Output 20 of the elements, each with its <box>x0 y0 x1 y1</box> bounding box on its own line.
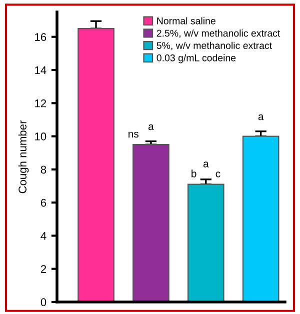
annotation: ns <box>128 132 138 138</box>
legend-label: Normal saline <box>157 17 216 24</box>
y-tick-label: 2 <box>40 265 46 273</box>
annotation: c <box>216 172 220 178</box>
y-axis-title: Cough number <box>18 120 29 194</box>
annotation: a <box>203 162 209 168</box>
annotation: a <box>148 124 154 130</box>
annotation: a <box>258 114 264 120</box>
legend-label: 2.5%, w/v methanolic extract <box>156 30 280 38</box>
annotation: b <box>192 170 196 178</box>
y-tick-label: 16 <box>35 33 46 41</box>
legend-label: 0.03 g/mL codeine <box>156 54 236 64</box>
y-tick-label: 10 <box>35 132 46 140</box>
y-tick-label: 14 <box>35 66 46 74</box>
y-tick-label: 12 <box>35 99 46 108</box>
legend-label: 5%, w/v methanolic extract <box>156 42 272 50</box>
y-tick-label: 0 <box>40 298 46 306</box>
y-tick-label: 4 <box>40 232 46 240</box>
y-tick-label: 8 <box>40 166 46 174</box>
y-tick-label: 6 <box>40 198 46 207</box>
